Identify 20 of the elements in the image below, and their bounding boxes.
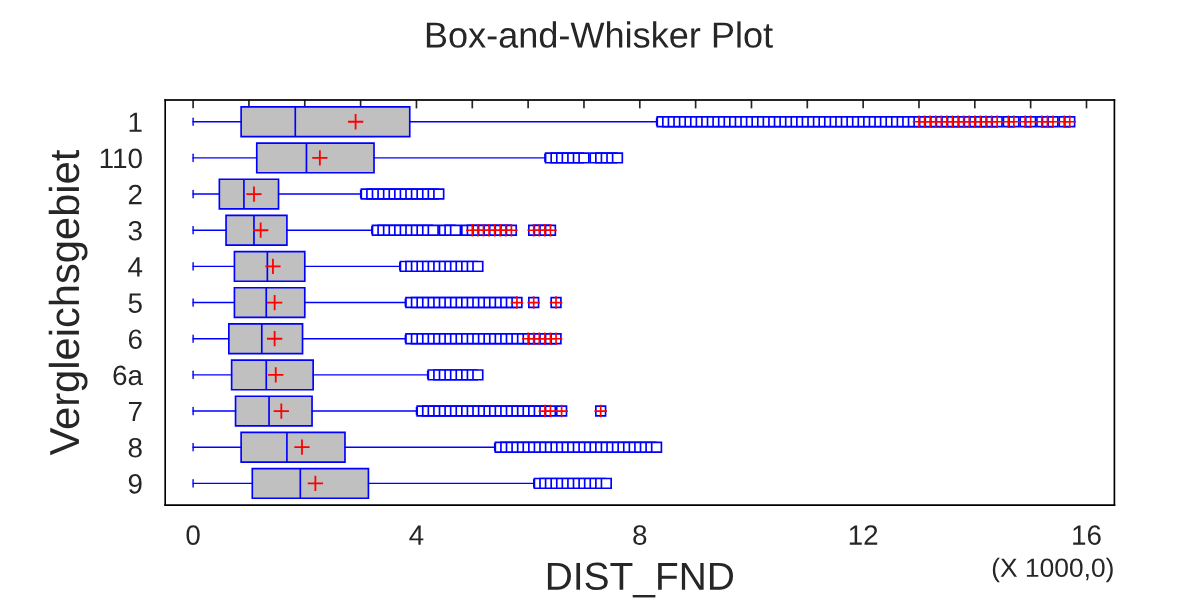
x-tick-label: 12 bbox=[849, 525, 878, 545]
y-axis-title: Vergleichsgebiet bbox=[48, 149, 88, 456]
y-tick-label: 3 bbox=[128, 220, 142, 241]
x-tick-label: 4 bbox=[409, 525, 424, 545]
y-tick-label: 8 bbox=[128, 437, 142, 458]
y-tick-label: 6 bbox=[128, 329, 142, 350]
chart-title: Box-and-Whisker Plot bbox=[426, 21, 773, 48]
x-tick-label: 0 bbox=[186, 525, 200, 545]
y-tick-label: 4 bbox=[128, 257, 143, 277]
x-tick-label: 8 bbox=[633, 525, 647, 545]
y-tick-label: 110 bbox=[100, 148, 142, 169]
y-tick-label: 2 bbox=[128, 184, 142, 205]
x-axis-title: DIST_FND bbox=[547, 562, 734, 598]
x-tick-label: 16 bbox=[1073, 525, 1101, 545]
y-tick-label: 5 bbox=[128, 293, 142, 313]
y-tick-label: 1 bbox=[129, 112, 142, 132]
y-tick-label: 6a bbox=[113, 365, 143, 386]
y-tick-label: 7 bbox=[128, 402, 142, 422]
text: (X 1000,0) bbox=[992, 557, 1113, 583]
y-tick-label: 9 bbox=[128, 474, 142, 494]
